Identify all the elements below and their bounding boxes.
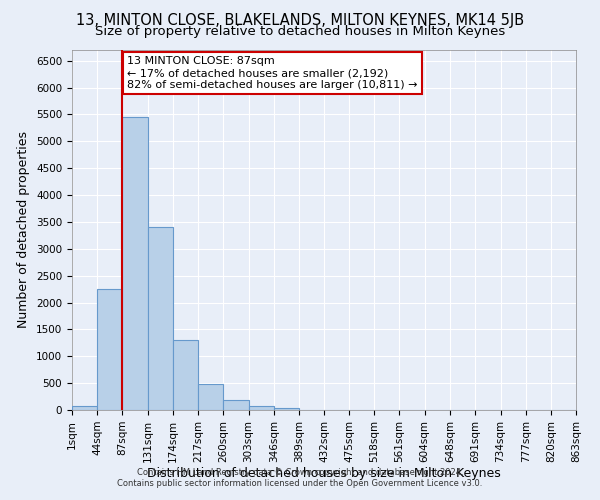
Bar (72, 406, 97, 410)
Bar (97, 289, 122, 410)
Bar (248, 406, 274, 410)
Bar (198, 384, 223, 410)
X-axis label: Distribution of detached houses by size in Milton Keynes: Distribution of detached houses by size … (147, 468, 501, 480)
Text: Contains HM Land Registry data © Crown copyright and database right 2024.
Contai: Contains HM Land Registry data © Crown c… (118, 468, 482, 487)
Bar (223, 400, 248, 410)
Y-axis label: Number of detached properties: Number of detached properties (17, 132, 31, 328)
Bar (122, 117, 148, 410)
Text: 13, MINTON CLOSE, BLAKELANDS, MILTON KEYNES, MK14 5JB: 13, MINTON CLOSE, BLAKELANDS, MILTON KEY… (76, 12, 524, 28)
Text: Size of property relative to detached houses in Milton Keynes: Size of property relative to detached ho… (95, 25, 505, 38)
Bar (274, 408, 299, 410)
Bar (173, 340, 198, 410)
Bar (148, 228, 173, 410)
Text: 13 MINTON CLOSE: 87sqm
← 17% of detached houses are smaller (2,192)
82% of semi-: 13 MINTON CLOSE: 87sqm ← 17% of detached… (127, 56, 418, 90)
